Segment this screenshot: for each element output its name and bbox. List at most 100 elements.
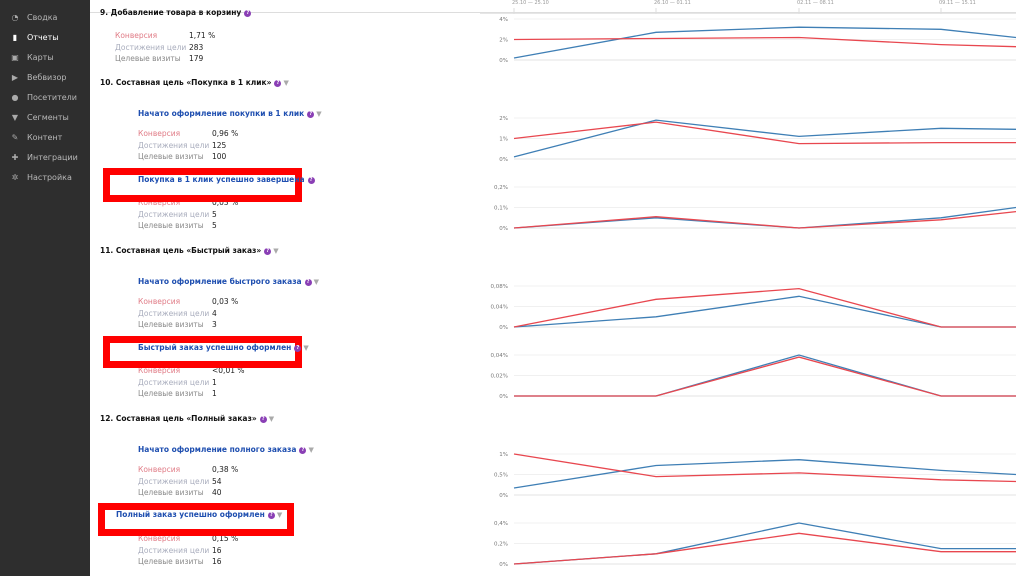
stat-value-visits: 40 — [212, 488, 222, 497]
stat-label-reaches: Достижения цели — [138, 377, 210, 387]
stat-label-visits: Целевые визиты — [138, 320, 204, 329]
sidebar-item-label: Карты — [27, 52, 54, 62]
stat-value-reaches: 5 — [212, 209, 217, 219]
user-icon: ● — [11, 92, 19, 102]
filter-icon[interactable]: ▼ — [283, 79, 289, 87]
stat-label-visits: Целевые визиты — [138, 557, 204, 566]
step-title[interactable]: Начато оформление покупки в 1 клик? ▼ — [138, 109, 322, 118]
sidebar-item-5[interactable]: ▼ Сегменты — [10, 111, 69, 125]
stat-value-reaches: 125 — [212, 140, 227, 150]
series-line-red — [513, 210, 1016, 229]
step-title[interactable]: Покупка в 1 клик успешно завершена? — [138, 175, 315, 184]
stat-value-reaches: 4 — [212, 308, 217, 318]
stat-value-visits: 1 — [212, 389, 217, 398]
step-title[interactable]: Быстрый заказ успешно оформлен? ▼ — [138, 343, 309, 352]
map-icon: ▣ — [11, 52, 19, 62]
goal-title[interactable]: 10. Составная цель «Покупка в 1 клик»? ▼ — [100, 78, 289, 87]
sidebar-item-4[interactable]: ● Посетители — [10, 90, 77, 104]
help-icon[interactable]: ? — [304, 278, 312, 286]
sidebar-item-1[interactable]: ▮ Отчеты — [10, 30, 59, 44]
filter-icon[interactable]: ▼ — [273, 247, 279, 255]
sidebar-item-8[interactable]: ✲ Настройка — [10, 171, 72, 185]
help-icon[interactable]: ? — [294, 344, 302, 352]
x-tick-label: 25.10 — 25.10 — [512, 0, 549, 6]
gear-icon: ✲ — [11, 173, 19, 183]
series-line-red — [514, 356, 1016, 397]
highlight-box: Полный заказ успешно оформлен? ▼ — [98, 503, 294, 536]
play-icon: ▶ — [11, 72, 19, 82]
sidebar-item-label: Интеграции — [27, 153, 78, 163]
dashboard-icon: ◔ — [11, 12, 19, 22]
stat-value-conversion: 0,96 % — [212, 129, 239, 138]
sidebar-item-7[interactable]: ✚ Интеграции — [10, 151, 78, 165]
help-icon[interactable]: ? — [264, 247, 272, 255]
y-tick-label: 0,08% — [491, 284, 508, 290]
help-icon[interactable]: ? — [307, 110, 315, 118]
stat-value-conversion: 0,15 % — [212, 534, 239, 543]
puzzle-icon: ✚ — [11, 153, 19, 163]
stat-label-conversion: Конверсия — [138, 465, 181, 474]
sidebar-item-label: Отчеты — [27, 32, 59, 42]
highlight-box: Быстрый заказ успешно оформлен? ▼ — [103, 336, 309, 368]
y-tick-label: 0% — [499, 394, 508, 400]
filter-icon[interactable]: ▼ — [313, 278, 320, 286]
help-icon[interactable]: ? — [259, 415, 267, 423]
filter-icon[interactable]: ▼ — [316, 110, 322, 118]
stat-value-reaches: 16 — [212, 545, 222, 555]
sidebar-item-2[interactable]: ▣ Карты — [10, 50, 54, 64]
step-title-text[interactable]: Полный заказ успешно оформлен — [116, 510, 265, 519]
step-title[interactable]: Начато оформление полного заказа? ▼ — [138, 445, 314, 454]
series-line-red — [513, 121, 1016, 145]
stat-value-visits: 3 — [212, 320, 217, 329]
series-line-blue — [513, 459, 1016, 489]
divider — [90, 12, 1016, 13]
filter-icon[interactable]: ▼ — [276, 511, 283, 519]
goal-title-text[interactable]: 9. Добавление товара в корзину — [100, 8, 242, 17]
stat-value-conversion: 1,71 % — [189, 31, 216, 40]
stat-value-reaches: 54 — [212, 476, 222, 486]
y-tick-label: 0% — [499, 493, 508, 499]
help-icon[interactable]: ? — [299, 446, 307, 454]
stat-label-reaches: Достижения цели — [138, 209, 210, 219]
sidebar-item-label: Сегменты — [27, 113, 69, 122]
y-tick-label: 4% — [499, 17, 508, 23]
step-title-text[interactable]: Начато оформление быстрого заказа — [138, 277, 302, 286]
goal-title[interactable]: 11. Составная цель «Быстрый заказ»? ▼ — [100, 246, 279, 255]
y-tick-label: 0,5% — [494, 473, 508, 479]
sidebar-item-label: Посетители — [27, 92, 77, 102]
filter-icon[interactable]: ▼ — [268, 415, 275, 423]
y-tick-label: 0% — [499, 58, 508, 64]
stat-label-visits: Целевые визиты — [115, 54, 181, 63]
series-line-red — [513, 287, 1016, 328]
help-icon[interactable]: ? — [274, 79, 282, 87]
filter-icon[interactable]: ▼ — [303, 344, 309, 352]
stat-label-conversion: Конверсия — [115, 31, 158, 40]
step-title-text[interactable]: Начато оформление полного заказа — [138, 445, 297, 454]
sidebar-item-0[interactable]: ◔ Сводка — [10, 10, 58, 24]
step-title[interactable]: Полный заказ успешно оформлен? ▼ — [116, 510, 282, 519]
goal-title-text[interactable]: 11. Составная цель «Быстрый заказ» — [100, 246, 262, 255]
filter-icon[interactable]: ▼ — [308, 446, 314, 454]
step-title[interactable]: Начато оформление быстрого заказа? ▼ — [138, 277, 319, 286]
goals-list: 9. Добавление товара в корзину? Конверсия… — [90, 0, 490, 576]
step-title-text[interactable]: Быстрый заказ успешно оформлен — [138, 343, 292, 352]
stat-value-reaches: 283 — [189, 42, 204, 52]
y-tick-label: 2% — [499, 116, 508, 122]
series-line-red — [513, 453, 1016, 483]
goal-title-text[interactable]: 10. Составная цель «Покупка в 1 клик» — [100, 78, 272, 87]
stat-label-visits: Целевые визиты — [138, 389, 204, 398]
goal-title[interactable]: 9. Добавление товара в корзину? — [100, 8, 252, 17]
charts-panel: 25.10 — 25.10 26.10 — 01.11 02.11 — 08.11 0… — [480, 0, 1016, 576]
sidebar-item-3[interactable]: ▶ Вебвизор — [10, 70, 67, 84]
help-icon[interactable]: ? — [307, 176, 315, 184]
help-icon[interactable]: ? — [267, 511, 275, 519]
step-title-text[interactable]: Покупка в 1 клик успешно завершена — [138, 175, 305, 184]
stat-label-conversion: Конверсия — [138, 534, 181, 543]
goal-title-text[interactable]: 12. Составная цель «Полный заказ» — [100, 414, 257, 423]
goal-title[interactable]: 12. Составная цель «Полный заказ»? ▼ — [100, 414, 274, 423]
series-line-red — [513, 36, 1016, 48]
help-icon[interactable]: ? — [244, 9, 252, 17]
sidebar-item-6[interactable]: ✎ Контент — [10, 131, 63, 145]
series-line-red — [513, 532, 1016, 565]
step-title-text[interactable]: Начато оформление покупки в 1 клик — [138, 109, 305, 118]
